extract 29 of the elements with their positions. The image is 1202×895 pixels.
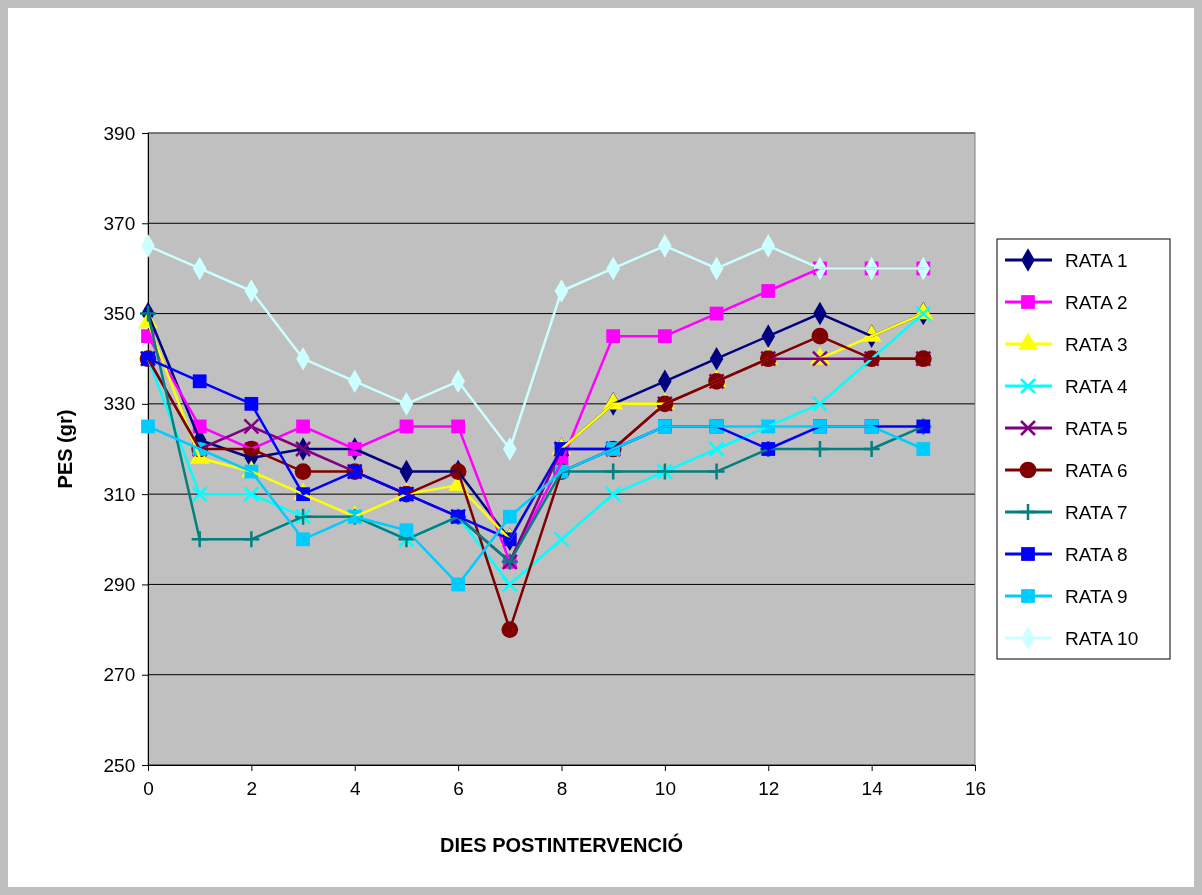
y-tick-label: 290 [103,574,136,596]
legend-label: RATA 8 [1065,543,1128,565]
x-tick-label: 12 [758,777,780,799]
x-tick-label: 16 [964,777,987,799]
y-tick-label: 250 [103,754,136,776]
y-tick-label: 330 [103,393,136,415]
legend-label: RATA 2 [1065,291,1128,313]
x-tick-label: 6 [453,777,464,799]
x-tick-label: 0 [143,777,154,799]
y-tick-label: 350 [103,303,136,325]
y-tick-label: 370 [103,212,136,234]
x-tick-label: 14 [861,777,884,799]
legend-label: RATA 5 [1065,417,1128,439]
x-tick-label: 8 [556,777,568,799]
legend-label: RATA 9 [1065,585,1128,607]
legend-label: RATA 1 [1065,249,1128,271]
y-tick-label: 270 [103,664,136,686]
legend-label: RATA 6 [1065,459,1128,481]
legend-label: RATA 3 [1065,333,1128,355]
legend-label: RATA 7 [1065,501,1128,523]
y-tick-label: 390 [103,122,136,144]
y-axis-title: PES (gr) [54,409,76,489]
x-axis-title: DIES POSTINTERVENCIÓ [439,833,684,856]
legend-label: RATA 10 [1065,627,1139,649]
legend-label: RATA 4 [1065,375,1129,397]
y-tick-label: 310 [103,483,136,505]
x-tick-label: 4 [349,777,361,799]
x-tick-label: 2 [246,777,258,799]
x-tick-label: 10 [654,777,676,799]
